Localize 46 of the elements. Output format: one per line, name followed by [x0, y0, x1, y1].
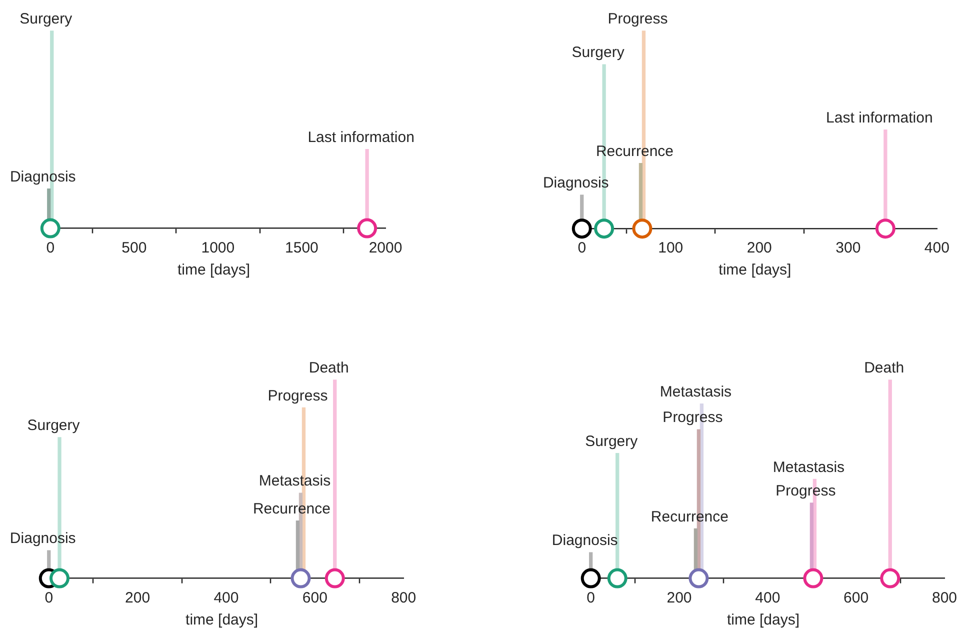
series-label: Diagnosis: [552, 532, 618, 550]
x-tick-label: 200: [666, 589, 692, 606]
series-label: Last information: [307, 129, 414, 146]
x-tick-label: 500: [121, 239, 146, 256]
x-axis-title: time [days]: [719, 261, 792, 278]
series-label: Surgery: [572, 44, 626, 61]
x-tick-label: 600: [844, 589, 869, 606]
series-label: Progress: [268, 387, 328, 404]
series-label: Surgery: [19, 10, 72, 28]
x-tick-label: 300: [836, 239, 862, 256]
x-tick-label: 200: [747, 239, 772, 256]
series-label: Diagnosis: [10, 530, 76, 548]
series-label: Death: [864, 360, 904, 377]
x-axis-title: time [days]: [176, 261, 250, 278]
series-label: Surgery: [28, 417, 81, 434]
series-label: Diagnosis: [9, 168, 76, 186]
series-label: Metastasis: [259, 472, 331, 490]
series-label: Diagnosis: [543, 174, 610, 192]
series-label: Death: [309, 360, 350, 377]
text: Metastasis: [772, 458, 845, 476]
series-label: Metastasis: [660, 383, 732, 400]
x-tick-label: 800: [932, 589, 958, 606]
x-tick-label: 800: [391, 589, 417, 606]
x-tick-label: 0: [46, 239, 54, 256]
x-tick-label: 400: [924, 239, 950, 256]
text: Progress: [776, 482, 836, 500]
x-tick-label: 1500: [284, 239, 318, 256]
x-tick-label: 400: [214, 589, 240, 606]
x-axis-title: time [days]: [727, 611, 800, 628]
series-label: Last information: [826, 109, 934, 126]
x-tick-label: 0: [586, 589, 596, 606]
series-label: Recurrence: [253, 500, 331, 518]
x-tick-label: 600: [302, 589, 328, 606]
x-tick-label: 0: [45, 589, 54, 606]
x-tick-label: 0: [578, 239, 586, 256]
series-label: Recurrence: [651, 508, 729, 526]
series-label: Recurrence: [596, 142, 674, 160]
x-tick-label: 2000: [368, 239, 402, 256]
series-label: Progress: [608, 10, 668, 28]
series-label: Progress: [662, 409, 723, 426]
x-tick-label: 200: [125, 589, 150, 606]
x-tick-label: 400: [755, 589, 780, 606]
x-tick-label: 100: [658, 239, 684, 256]
series-label: Surgery: [585, 433, 638, 450]
x-axis-title: time [days]: [186, 611, 258, 628]
x-tick-label: 1000: [200, 239, 234, 256]
